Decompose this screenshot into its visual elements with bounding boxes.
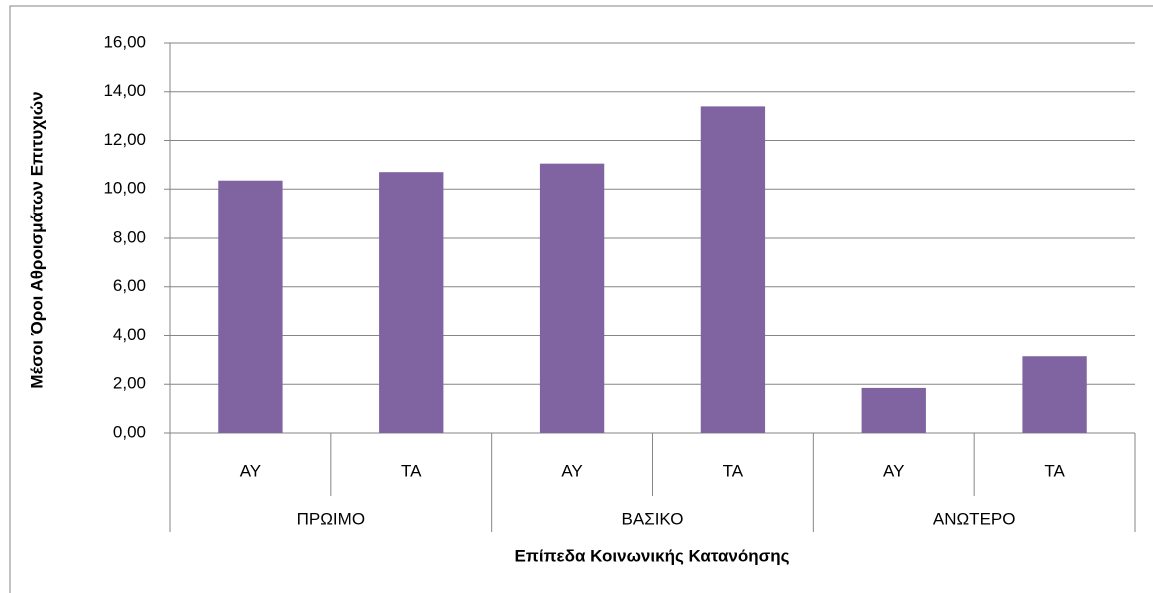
y-tick-label: 14,00 [103, 81, 146, 100]
y-tick-label: 6,00 [113, 276, 146, 295]
x-group-label: ΑΝΩΤΕΡΟ [933, 509, 1016, 528]
x-tick-label: ΑΥ [240, 461, 261, 480]
y-tick-label: 4,00 [113, 325, 146, 344]
bar [218, 180, 283, 433]
x-group-label: ΒΑΣΙΚΟ [622, 509, 684, 528]
y-axis-title: Μέσοι Όροι Αθροισμάτων Επιτυχιών [27, 91, 46, 388]
x-tick-label: ΤΑ [1044, 461, 1065, 480]
bar [1022, 356, 1087, 433]
chart-frame [9, 5, 1153, 593]
y-tick-label: 0,00 [113, 422, 146, 441]
y-tick-label: 12,00 [103, 130, 146, 149]
y-tick-label: 2,00 [113, 374, 146, 393]
x-group-label: ΠΡΩΙΜΟ [297, 509, 365, 528]
x-tick-label: ΑΥ [561, 461, 582, 480]
x-axis-title: Επίπεδα Κοινωνικής Κατανόησης [514, 546, 789, 565]
bar [861, 387, 926, 433]
y-tick-label: 16,00 [103, 32, 146, 51]
bar [379, 172, 444, 433]
y-tick-label: 10,00 [103, 179, 146, 198]
x-tick-label: ΑΥ [883, 461, 904, 480]
bar [539, 163, 605, 433]
x-tick-label: ΤΑ [401, 461, 422, 480]
bar [700, 106, 766, 433]
x-tick-label: ΤΑ [723, 461, 744, 480]
y-tick-label: 8,00 [113, 227, 146, 246]
